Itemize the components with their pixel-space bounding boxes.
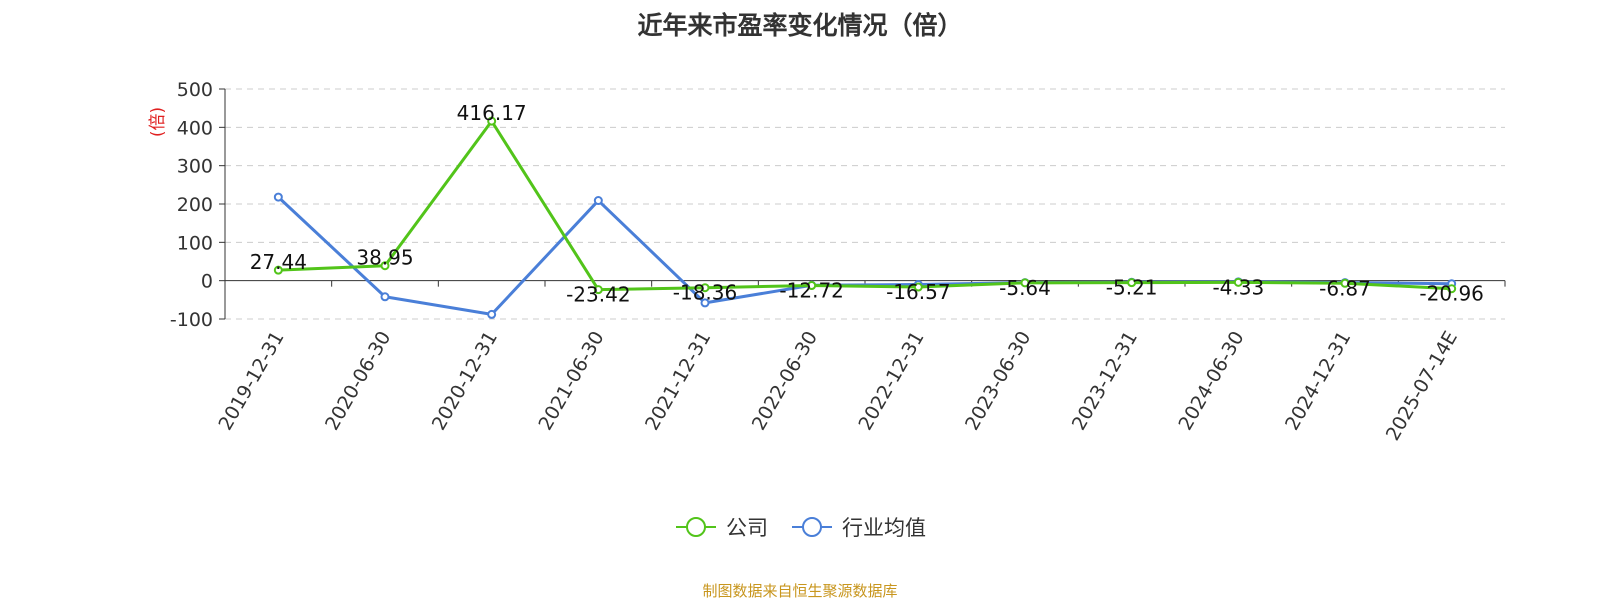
data-label: 416.17 xyxy=(457,101,527,125)
data-point xyxy=(593,285,603,295)
legend-company-icon xyxy=(676,517,716,537)
x-tick-label: 2021-12-31 xyxy=(641,328,715,435)
x-tick-label: 2024-06-30 xyxy=(1174,328,1248,435)
data-label: -5.64 xyxy=(999,276,1051,300)
legend-industry-icon xyxy=(792,517,832,537)
x-tick-label: 2020-06-30 xyxy=(321,328,395,435)
y-tick-label: 500 xyxy=(177,79,213,101)
data-point xyxy=(807,281,817,291)
x-tick-label: 2022-06-30 xyxy=(748,328,822,435)
legend-label-industry: 行业均值 xyxy=(842,516,926,540)
data-point xyxy=(1233,277,1243,287)
y-tick-label: 100 xyxy=(177,232,213,254)
x-axis-ticks: 2019-12-31 2020-06-30 2020-12-31 2021-06-30… xyxy=(214,327,1462,444)
data-label: 27.44 xyxy=(250,250,307,274)
data-label: -18.36 xyxy=(673,281,737,305)
x-tick-label: 2023-06-30 xyxy=(961,328,1035,435)
x-tick-label: 2025-07-14E xyxy=(1382,328,1462,445)
y-axis-ticks: 500 400 300 200 100 0 -100 xyxy=(170,79,213,331)
data-label: -16.57 xyxy=(886,280,950,304)
data-label: -5.21 xyxy=(1106,276,1158,300)
data-label: -6.87 xyxy=(1319,276,1371,300)
chart-title: 近年来市盈率变化情况（倍） xyxy=(637,11,963,40)
legend-item-company[interactable]: 公司 xyxy=(674,512,768,542)
data-point xyxy=(1020,278,1030,288)
x-tick-label: 2019-12-31 xyxy=(214,328,288,435)
data-point xyxy=(913,282,923,292)
y-axis-label: (倍) xyxy=(148,107,168,137)
x-tick-label: 2021-06-30 xyxy=(534,328,608,435)
y-tick-label: 400 xyxy=(177,117,213,139)
legend-label-company: 公司 xyxy=(726,516,768,540)
data-point xyxy=(273,192,283,202)
x-tick-label: 2024-12-31 xyxy=(1281,328,1355,435)
data-label: 38.95 xyxy=(356,246,413,270)
x-tick-label: 2023-12-31 xyxy=(1068,328,1142,435)
data-point xyxy=(593,196,603,206)
data-label: -20.96 xyxy=(1419,282,1483,306)
data-point xyxy=(487,309,497,319)
y-tick-label: 200 xyxy=(177,194,213,216)
series-line xyxy=(278,119,1452,292)
line-chart: 500 400 300 200 100 0 -100 2019-12-31 2020-06-3… xyxy=(148,79,1506,445)
x-tick-label: 2020-12-31 xyxy=(428,327,502,434)
data-label: -4.33 xyxy=(1212,275,1264,299)
legend: 公司 行业均值 xyxy=(0,512,1600,542)
series-group xyxy=(273,116,1457,319)
data-labels: 27.44 38.95 416.17 -23.42 -18.36 -12.72 -16.57… xyxy=(250,101,1484,307)
data-point xyxy=(700,283,710,293)
y-tick-label: 300 xyxy=(177,156,213,178)
data-point xyxy=(700,298,710,308)
y-tick-label: 0 xyxy=(201,271,213,293)
data-point xyxy=(487,116,497,126)
data-point xyxy=(1340,278,1350,288)
data-label: -12.72 xyxy=(779,279,843,303)
grid-lines xyxy=(225,88,1505,320)
data-point xyxy=(380,292,390,302)
data-point xyxy=(1447,284,1457,294)
x-tick-label: 2022-12-31 xyxy=(854,327,928,434)
y-tick-label: -100 xyxy=(170,309,213,331)
data-point xyxy=(1127,278,1137,288)
source-note: 制图数据来自恒生聚源数据库 xyxy=(702,582,898,600)
legend-item-industry[interactable]: 行业均值 xyxy=(790,512,926,542)
data-point xyxy=(273,265,283,275)
series-line xyxy=(277,196,1452,316)
data-point xyxy=(380,261,390,271)
data-label: -23.42 xyxy=(566,283,630,307)
